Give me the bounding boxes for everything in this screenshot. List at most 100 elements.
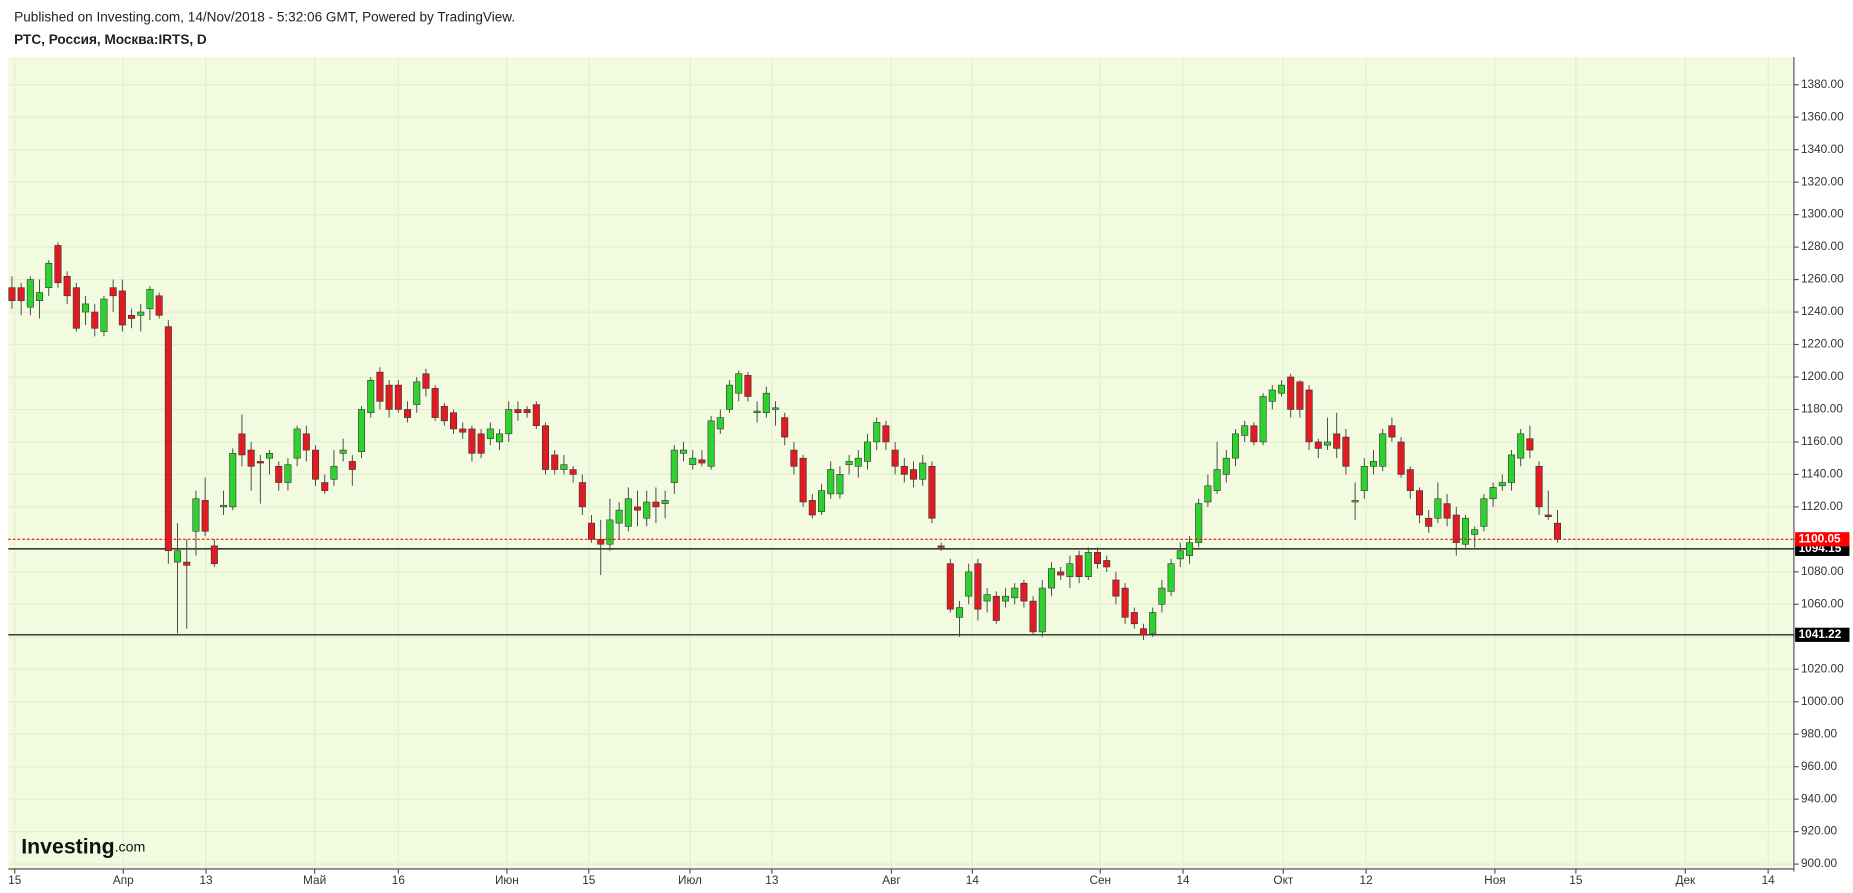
candle-body bbox=[1443, 503, 1451, 519]
candle-body bbox=[1204, 485, 1212, 503]
candle-body bbox=[1406, 469, 1414, 491]
candle-body bbox=[26, 279, 34, 308]
candle-body bbox=[1139, 628, 1148, 636]
candle-body bbox=[450, 412, 458, 430]
candle-body bbox=[1103, 560, 1111, 568]
candle-body bbox=[1176, 550, 1184, 560]
candle-body bbox=[1333, 433, 1341, 449]
x-tick-label: 13 bbox=[765, 873, 779, 887]
candle-body bbox=[891, 449, 899, 467]
candle-body bbox=[873, 422, 881, 443]
candle-body bbox=[670, 449, 678, 483]
x-tick-label: 15 bbox=[1569, 873, 1583, 887]
candle-body bbox=[1415, 490, 1424, 516]
candle-body bbox=[431, 388, 439, 418]
candle-body bbox=[983, 594, 991, 602]
candle-body bbox=[367, 379, 375, 414]
candle-body bbox=[1075, 555, 1083, 578]
candle-body bbox=[624, 498, 632, 527]
candle-body bbox=[505, 409, 513, 435]
y-tick-label: 920.00 bbox=[1801, 824, 1838, 838]
candle-body bbox=[459, 428, 467, 433]
candle-body bbox=[339, 449, 347, 454]
candle-body bbox=[91, 311, 99, 329]
candle-body bbox=[790, 449, 798, 467]
candle-body bbox=[946, 563, 954, 610]
candle-body bbox=[72, 287, 80, 329]
candle-body bbox=[376, 371, 384, 402]
candle-body bbox=[404, 409, 412, 418]
candle-body bbox=[486, 428, 494, 439]
candle-body bbox=[1213, 469, 1221, 491]
candle-body bbox=[302, 433, 310, 451]
y-tick-label: 1220.00 bbox=[1801, 337, 1844, 351]
x-tick-label: 14 bbox=[1762, 873, 1776, 887]
candle-body bbox=[321, 482, 329, 491]
candle-body bbox=[422, 373, 430, 389]
candle-body bbox=[238, 433, 246, 456]
candle-body bbox=[643, 501, 651, 519]
candle-body bbox=[1452, 514, 1460, 543]
candle-body bbox=[1314, 441, 1322, 449]
y-tick-label: 1340.00 bbox=[1801, 142, 1844, 156]
candle-body bbox=[1093, 552, 1102, 565]
y-tick-label: 1120.00 bbox=[1801, 499, 1843, 513]
candle-body bbox=[275, 465, 283, 483]
candle-body bbox=[1222, 457, 1230, 475]
candle-body bbox=[928, 465, 936, 519]
candle-body bbox=[155, 295, 163, 316]
candle-body bbox=[744, 375, 752, 397]
candle-body bbox=[385, 384, 393, 410]
candle-body bbox=[965, 571, 973, 597]
candle-body bbox=[919, 462, 927, 480]
candle-body bbox=[1369, 461, 1378, 467]
candle-body bbox=[1471, 529, 1479, 535]
candle-body bbox=[1001, 595, 1010, 602]
candle-body bbox=[827, 469, 835, 495]
candle-body bbox=[1351, 500, 1359, 503]
candle-body bbox=[229, 453, 237, 508]
published-note: Published on Investing.com, 14/Nov/2018 … bbox=[14, 10, 515, 25]
x-tick-label: 14 bbox=[1176, 873, 1190, 887]
x-tick-label: 14 bbox=[966, 873, 980, 887]
candle-body bbox=[634, 506, 642, 511]
candle-body bbox=[1149, 612, 1157, 634]
candle-body bbox=[1425, 517, 1433, 527]
candle-body bbox=[781, 417, 789, 438]
candle-body bbox=[615, 509, 623, 524]
candle-body bbox=[1038, 587, 1046, 633]
candle-body bbox=[1084, 552, 1092, 578]
candle-body bbox=[818, 490, 826, 513]
candle-body bbox=[1047, 568, 1056, 589]
candle-body bbox=[413, 381, 421, 405]
candle-body bbox=[82, 303, 90, 313]
logo-brand: Investing bbox=[21, 834, 114, 858]
y-tick-label: 1360.00 bbox=[1801, 109, 1844, 123]
level-label-box bbox=[1795, 627, 1850, 642]
y-tick-label: 960.00 bbox=[1801, 759, 1838, 773]
y-tick-label: 1380.00 bbox=[1801, 77, 1844, 91]
x-tick-label: 15 bbox=[582, 873, 596, 887]
candle-body bbox=[477, 433, 485, 454]
candle-body bbox=[1461, 517, 1470, 545]
candle-body bbox=[1517, 433, 1525, 459]
candle-body bbox=[845, 461, 853, 465]
y-tick-label: 1080.00 bbox=[1801, 564, 1844, 578]
candle-body bbox=[109, 287, 117, 297]
x-tick-label: Ноя bbox=[1484, 873, 1505, 887]
y-tick-label: 980.00 bbox=[1801, 726, 1838, 740]
y-tick-label: 1260.00 bbox=[1801, 272, 1844, 286]
y-tick-label: 900.00 bbox=[1801, 856, 1838, 870]
candle-body bbox=[183, 561, 191, 566]
candle-body bbox=[542, 425, 550, 470]
candle-body bbox=[532, 404, 540, 426]
candle-body bbox=[569, 469, 577, 475]
candle-body bbox=[762, 392, 770, 414]
candle-body bbox=[1535, 465, 1543, 508]
candle-body bbox=[1526, 438, 1534, 451]
logo-suffix: .com bbox=[115, 839, 146, 855]
x-tick-label: Июл bbox=[678, 873, 702, 887]
x-tick-label: Сен bbox=[1089, 873, 1111, 887]
candle-body bbox=[45, 263, 53, 288]
y-tick-label: 1180.00 bbox=[1801, 402, 1843, 416]
